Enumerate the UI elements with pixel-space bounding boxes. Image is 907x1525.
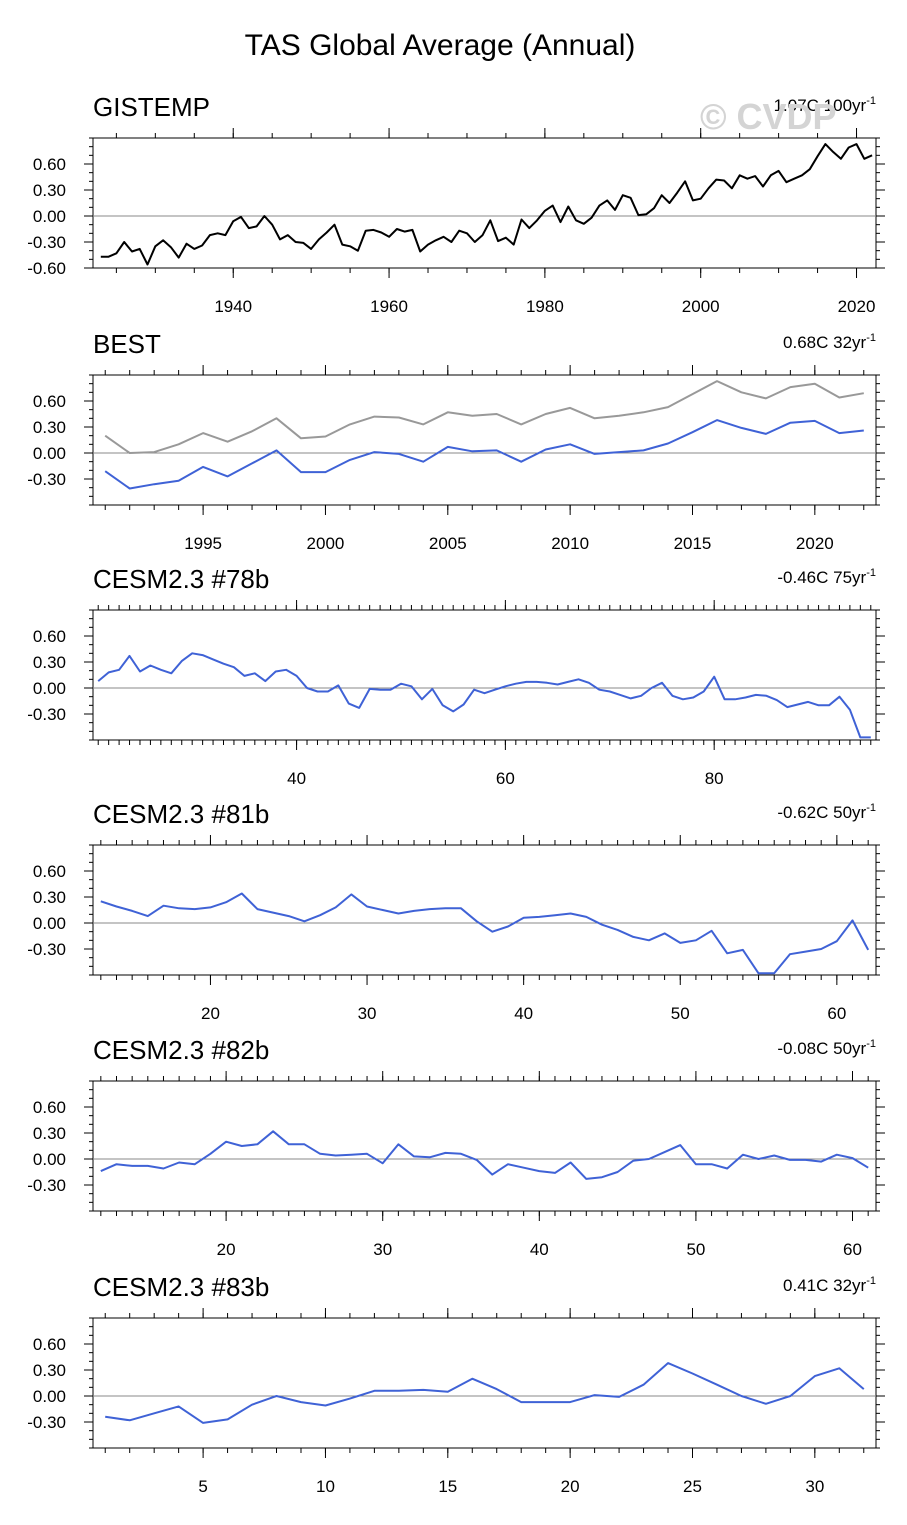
x-tick-label: 40 bbox=[530, 1240, 549, 1259]
y-tick-label: 0.60 bbox=[33, 627, 66, 646]
panel-1: GISTEMP 1.07C 100yr-1 -0.60 -0.30 0.00 0.30 0.… bbox=[27, 92, 885, 316]
trend-label: 0.68C 32yr-1 bbox=[783, 332, 876, 352]
y-tick-label: 0.00 bbox=[33, 914, 66, 933]
panel-4: CESM2.3 #81b -0.62C 50yr-1 -0.30 0.00 0.30 0.… bbox=[27, 799, 885, 1023]
y-tick-label: 0.00 bbox=[33, 1387, 66, 1406]
trend-label: -0.08C 50yr-1 bbox=[777, 1038, 876, 1058]
plot-frame bbox=[92, 1080, 877, 1212]
x-tick-label: 1960 bbox=[370, 297, 408, 316]
x-tick-label: 50 bbox=[686, 1240, 705, 1259]
panel-3: CESM2.3 #78b -0.46C 75yr-1 -0.30 0.00 0.30 0.… bbox=[27, 564, 885, 788]
x-tick-label: 40 bbox=[514, 1004, 533, 1023]
cvdp-watermark: © CVDP bbox=[700, 96, 837, 137]
x-tick-label: 2020 bbox=[796, 534, 834, 553]
y-tick-label: 0.00 bbox=[33, 679, 66, 698]
x-tick-label: 60 bbox=[827, 1004, 846, 1023]
x-tick-label: 80 bbox=[705, 769, 724, 788]
y-tick-label: -0.30 bbox=[27, 705, 66, 724]
y-tick-label: 0.60 bbox=[33, 862, 66, 881]
trend-superscript: -1 bbox=[866, 95, 876, 107]
x-tick-label: 20 bbox=[217, 1240, 236, 1259]
y-tick-label: 0.30 bbox=[33, 653, 66, 672]
x-tick-label: 1940 bbox=[214, 297, 252, 316]
x-tick-label: 2005 bbox=[429, 534, 467, 553]
series-line-cesm2-3-83b bbox=[105, 1362, 865, 1424]
y-tick-label: 0.60 bbox=[33, 1098, 66, 1117]
y-tick-label: 0.30 bbox=[33, 418, 66, 437]
x-tick-label: 40 bbox=[287, 769, 306, 788]
x-tick-label: 30 bbox=[358, 1004, 377, 1023]
trend-label: 0.41C 32yr-1 bbox=[783, 1275, 876, 1295]
series-line-gistemp bbox=[100, 143, 873, 266]
y-tick-label: -0.30 bbox=[27, 1413, 66, 1432]
y-tick-label: 0.30 bbox=[33, 1124, 66, 1143]
trend-label: 1.07C 100yr-1 bbox=[774, 95, 876, 115]
series-line-lower-blue- bbox=[104, 419, 864, 490]
x-tick-label: 2020 bbox=[838, 297, 876, 316]
plot-frame bbox=[92, 374, 877, 506]
x-tick-label: 1980 bbox=[526, 297, 564, 316]
x-tick-label: 5 bbox=[198, 1477, 207, 1496]
panel-title: CESM2.3 #82b bbox=[93, 1035, 269, 1065]
trend-superscript: -1 bbox=[866, 1038, 876, 1050]
panel-2: BEST 0.68C 32yr-1 -0.30 0.00 0.30 0.60 1995 200… bbox=[27, 329, 885, 553]
x-tick-label: 60 bbox=[496, 769, 515, 788]
panels: GISTEMP 1.07C 100yr-1 -0.60 -0.30 0.00 0.30 0.… bbox=[27, 92, 885, 1496]
y-tick-label: 0.30 bbox=[33, 181, 66, 200]
trend-label: -0.46C 75yr-1 bbox=[777, 567, 876, 587]
y-tick-label: 0.60 bbox=[33, 155, 66, 174]
panel-6: CESM2.3 #83b 0.41C 32yr-1 -0.30 0.00 0.30 0.6… bbox=[27, 1272, 885, 1496]
panel-5: CESM2.3 #82b -0.08C 50yr-1 -0.30 0.00 0.30 0.… bbox=[27, 1035, 885, 1259]
series-line-cesm2-3-81b bbox=[100, 892, 870, 975]
y-tick-label: 0.30 bbox=[33, 1361, 66, 1380]
trend-superscript: -1 bbox=[866, 332, 876, 344]
series-line-upper-gray- bbox=[104, 380, 864, 454]
y-tick-label: 0.60 bbox=[33, 1335, 66, 1354]
x-tick-label: 10 bbox=[316, 1477, 335, 1496]
x-tick-label: 20 bbox=[561, 1477, 580, 1496]
x-tick-label: 2000 bbox=[307, 534, 345, 553]
x-tick-label: 15 bbox=[438, 1477, 457, 1496]
x-tick-label: 2010 bbox=[551, 534, 589, 553]
panel-title: GISTEMP bbox=[93, 92, 210, 122]
x-tick-label: 60 bbox=[843, 1240, 862, 1259]
plot-frame bbox=[92, 609, 877, 741]
x-tick-label: 20 bbox=[201, 1004, 220, 1023]
y-tick-label: 0.00 bbox=[33, 444, 66, 463]
figure-title: TAS Global Average (Annual) bbox=[245, 29, 636, 62]
y-tick-label: 0.00 bbox=[33, 207, 66, 226]
trend-superscript: -1 bbox=[866, 1275, 876, 1287]
plot-frame bbox=[92, 844, 877, 976]
plot-frame bbox=[92, 137, 877, 269]
y-tick-label: 0.30 bbox=[33, 888, 66, 907]
x-tick-label: 30 bbox=[373, 1240, 392, 1259]
y-tick-label: -0.30 bbox=[27, 233, 66, 252]
y-tick-label: -0.30 bbox=[27, 940, 66, 959]
panel-title: BEST bbox=[93, 329, 161, 359]
y-tick-label: -0.30 bbox=[27, 1176, 66, 1195]
x-tick-label: 2000 bbox=[682, 297, 720, 316]
x-tick-label: 30 bbox=[805, 1477, 824, 1496]
y-tick-label: 0.00 bbox=[33, 1150, 66, 1169]
series-line-cesm2-3-82b bbox=[100, 1130, 869, 1180]
series-line-cesm2-3-78b bbox=[97, 652, 871, 739]
trend-label: -0.62C 50yr-1 bbox=[777, 802, 876, 822]
x-tick-label: 25 bbox=[683, 1477, 702, 1496]
x-tick-label: 2015 bbox=[674, 534, 712, 553]
y-tick-label: -0.30 bbox=[27, 470, 66, 489]
trend-superscript: -1 bbox=[866, 567, 876, 579]
y-tick-label: 0.60 bbox=[33, 392, 66, 411]
y-tick-label: -0.60 bbox=[27, 259, 66, 278]
panel-title: CESM2.3 #81b bbox=[93, 799, 269, 829]
x-tick-label: 1995 bbox=[184, 534, 222, 553]
trend-superscript: -1 bbox=[866, 802, 876, 814]
x-tick-label: 50 bbox=[671, 1004, 690, 1023]
panel-title: CESM2.3 #78b bbox=[93, 564, 269, 594]
plot-frame bbox=[92, 1317, 877, 1449]
panel-title: CESM2.3 #83b bbox=[93, 1272, 269, 1302]
